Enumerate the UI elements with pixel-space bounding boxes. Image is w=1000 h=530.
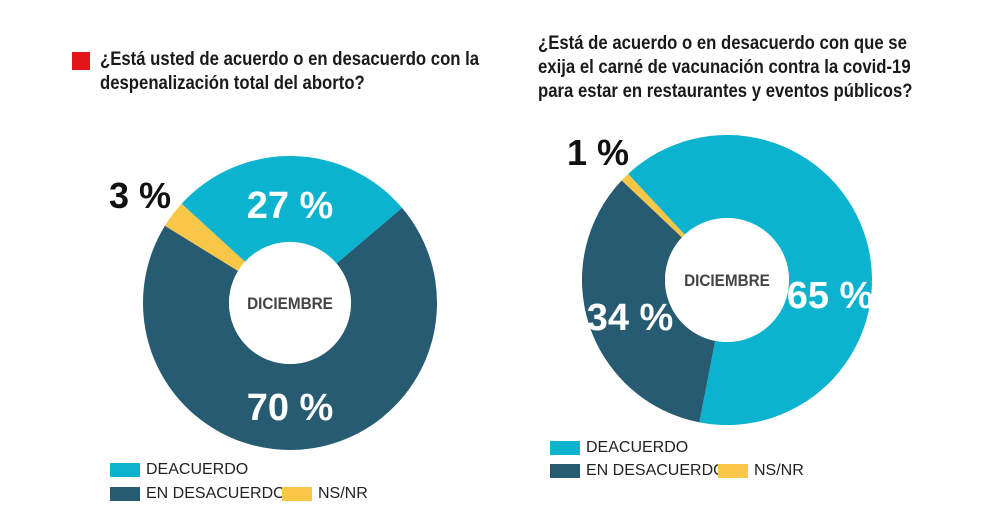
legend-deacuerdo: DEACUERDO (110, 461, 248, 479)
donut-hole (665, 218, 789, 342)
legend-label: EN DESACUERDO (146, 485, 286, 502)
legend-swatch (550, 464, 580, 478)
data-label: 27 % (247, 185, 334, 227)
legend-label: DEACUERDO (586, 439, 689, 456)
legend-deacuerdo: DEACUERDO (550, 439, 688, 457)
legend-nsnr: NS/NR (718, 462, 804, 480)
legend-label: NS/NR (318, 485, 368, 502)
legend-swatch (718, 464, 748, 478)
data-label: 70 % (247, 387, 334, 429)
slice-nsnr (621, 173, 685, 238)
data-label: 34 % (587, 297, 674, 339)
center-label: DICIEMBRE (247, 294, 333, 313)
data-label: 3 % (109, 175, 171, 216)
slice-nsnr (164, 203, 246, 271)
slice-deacuerdo (181, 155, 403, 264)
legend-desacuerdo: EN DESACUERDO (110, 485, 286, 503)
slice-endesacuerdo (582, 180, 716, 423)
chart2-title: ¿Está de acuerdo o en desacuerdo con que… (538, 33, 913, 102)
legend-label: EN DESACUERDO (586, 462, 726, 479)
data-label: 65 % (787, 275, 874, 317)
slice-deacuerdo (628, 134, 873, 425)
center-label: DICIEMBRE (684, 271, 770, 290)
donut-hole (229, 242, 351, 364)
legend-label: DEACUERDO (146, 461, 249, 478)
data-label: 1 % (567, 132, 629, 173)
legend-swatch (550, 441, 580, 455)
legend-swatch (110, 487, 140, 501)
slice-endesacuerdo (143, 207, 438, 450)
legend-nsnr: NS/NR (282, 485, 368, 503)
title-marker (72, 52, 90, 70)
legend-desacuerdo: EN DESACUERDO (550, 462, 726, 480)
legend-label: NS/NR (754, 462, 804, 479)
chart1-title: ¿Está usted de acuerdo o en desacuerdo c… (100, 49, 480, 94)
legend-swatch (282, 487, 312, 501)
legend-swatch (110, 463, 140, 477)
